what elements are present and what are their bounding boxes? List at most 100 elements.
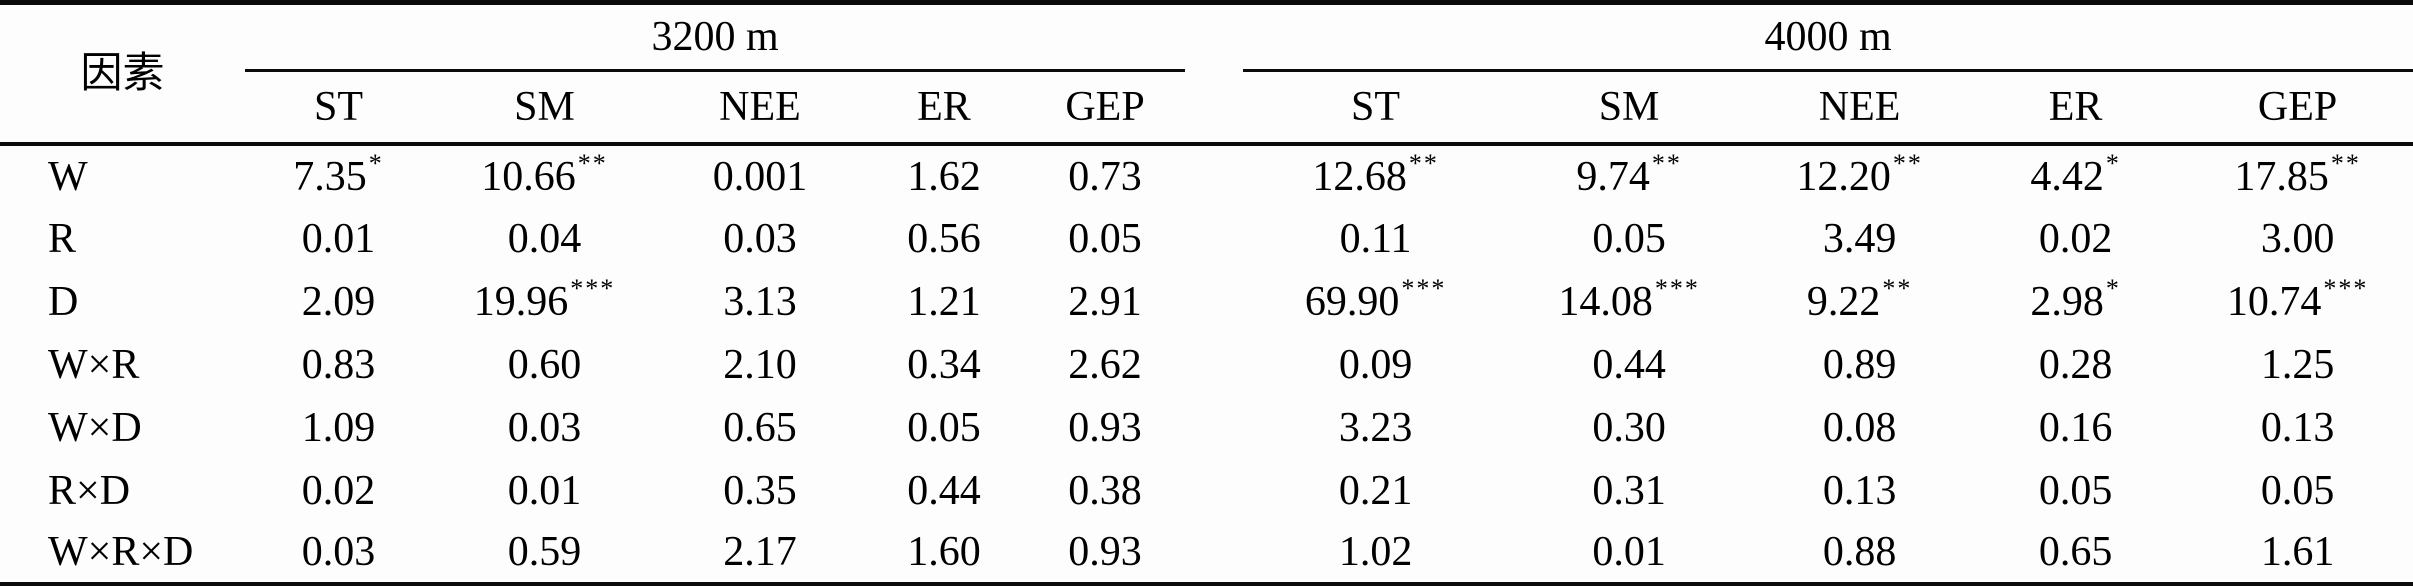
f-value: 1.60 bbox=[907, 529, 981, 575]
value-cell: 0.03 bbox=[432, 396, 657, 459]
f-value: 69.90 bbox=[1304, 278, 1400, 325]
value-cell: 12.68** bbox=[1243, 144, 1508, 207]
significance-marker: ** bbox=[577, 148, 608, 178]
value-cell: 0.56 bbox=[863, 207, 1025, 270]
value-cell: 2.17 bbox=[657, 522, 863, 585]
f-value: 4.42 bbox=[2030, 153, 2104, 200]
f-value: 0.13 bbox=[1822, 467, 1897, 514]
value-cell: 0.04 bbox=[432, 207, 657, 270]
value-cell: 69.90*** bbox=[1243, 270, 1508, 333]
table-row: R 0.01 0.04 0.03 0.56 0.05 0.11 0.05 3.49 0.02 3.0… bbox=[0, 207, 2413, 270]
f-value: 12.20 bbox=[1796, 153, 1891, 200]
f-value: 3.00 bbox=[2260, 215, 2335, 262]
value-cell: 2.09 bbox=[245, 270, 432, 333]
f-value: 0.01 bbox=[507, 467, 582, 514]
factor-label: W×R×D bbox=[48, 529, 194, 575]
value-cell: 0.09 bbox=[1243, 333, 1508, 396]
value-cell: 0.65 bbox=[657, 396, 863, 459]
value-cell: 4.42* bbox=[1969, 144, 2182, 207]
value-cell: 12.20** bbox=[1750, 144, 1969, 207]
column-header-gep-4000: GEP bbox=[2182, 70, 2413, 146]
f-value: 0.31 bbox=[1592, 467, 1666, 514]
value-cell: 0.93 bbox=[1025, 522, 1185, 585]
value-cell: 0.30 bbox=[1508, 396, 1750, 459]
value-cell: 0.11 bbox=[1243, 207, 1508, 270]
value-cell: 9.22** bbox=[1750, 270, 1969, 333]
value-cell: 0.65 bbox=[1969, 522, 2182, 585]
f-value: 0.05 bbox=[1068, 215, 1142, 262]
f-value: 3.23 bbox=[1338, 404, 1413, 451]
f-value: 0.65 bbox=[723, 404, 797, 451]
group-gap bbox=[1185, 522, 1243, 585]
variable-header-row: ST SM NEE ER GEP ST SM NEE ER GEP bbox=[0, 70, 2413, 146]
column-header-er-3200: ER bbox=[863, 70, 1025, 146]
factor-label: W×R bbox=[48, 341, 140, 388]
significance-marker: * bbox=[2105, 273, 2121, 303]
f-value: 0.88 bbox=[1822, 529, 1897, 575]
value-cell: 0.93 bbox=[1025, 396, 1185, 459]
f-value: 0.01 bbox=[301, 215, 376, 262]
table-row: D 2.09 19.96*** 3.13 1.21 2.91 69.90*** 14.08**… bbox=[0, 270, 2413, 333]
f-value: 0.56 bbox=[907, 215, 981, 262]
group-gap bbox=[1185, 3, 1243, 71]
f-value: 9.22 bbox=[1806, 278, 1881, 325]
value-cell: 0.01 bbox=[245, 207, 432, 270]
value-cell: 0.28 bbox=[1969, 333, 2182, 396]
value-cell: 10.66** bbox=[432, 144, 657, 207]
value-cell: 0.01 bbox=[1508, 522, 1750, 585]
value-cell: 0.08 bbox=[1750, 396, 1969, 459]
table-header: 因素 3200 m 4000 m ST SM NEE ER GEP ST SM … bbox=[0, 2, 2413, 146]
f-value: 2.98 bbox=[2030, 278, 2104, 325]
group-header-3200m: 3200 m bbox=[245, 2, 1186, 72]
value-cell: 0.44 bbox=[1508, 333, 1750, 396]
group-gap bbox=[1185, 144, 1243, 207]
factor-column-header: 因素 bbox=[0, 2, 245, 146]
group-gap bbox=[1185, 70, 1244, 146]
f-value: 0.03 bbox=[723, 215, 797, 262]
value-cell: 3.23 bbox=[1243, 396, 1508, 459]
table-body: W 7.35* 10.66** 0.001 1.62 0.73 12.68** 9.74** 1… bbox=[0, 144, 2413, 585]
f-value: 1.02 bbox=[1338, 529, 1413, 575]
f-value: 1.61 bbox=[2260, 529, 2335, 575]
value-cell: 0.21 bbox=[1243, 459, 1508, 522]
value-cell: 2.62 bbox=[1025, 333, 1185, 396]
value-cell: 0.73 bbox=[1025, 144, 1185, 207]
value-cell: 0.13 bbox=[1750, 459, 1969, 522]
column-header-sm-4000: SM bbox=[1508, 70, 1751, 146]
table-row: W×R 0.83 0.60 2.10 0.34 2.62 0.09 0.44 0.89 0.28 1… bbox=[0, 333, 2413, 396]
table-row: W×D 1.09 0.03 0.65 0.05 0.93 3.23 0.30 0.08 0.16 0… bbox=[0, 396, 2413, 459]
value-cell: 0.44 bbox=[863, 459, 1025, 522]
f-value: 12.68 bbox=[1312, 153, 1407, 200]
f-value: 1.21 bbox=[907, 278, 981, 325]
f-value: 0.44 bbox=[1592, 341, 1666, 388]
f-value: 0.16 bbox=[2038, 404, 2113, 451]
value-cell: 3.13 bbox=[657, 270, 863, 333]
f-value: 0.05 bbox=[907, 404, 981, 451]
value-cell: 10.74*** bbox=[2182, 270, 2413, 333]
column-header-sm-3200: SM bbox=[432, 70, 657, 146]
value-cell: 1.60 bbox=[863, 522, 1025, 585]
significance-marker: ** bbox=[1882, 273, 1913, 303]
value-cell: 0.01 bbox=[432, 459, 657, 522]
f-value: 10.74 bbox=[2226, 278, 2322, 325]
value-cell: 0.38 bbox=[1025, 459, 1185, 522]
significance-marker: * bbox=[368, 148, 384, 178]
value-cell: 0.31 bbox=[1508, 459, 1750, 522]
f-value: 19.96 bbox=[473, 278, 569, 325]
value-cell: 3.00 bbox=[2182, 207, 2413, 270]
significance-marker: *** bbox=[1654, 273, 1700, 303]
value-cell: 0.02 bbox=[1969, 207, 2182, 270]
value-cell: 0.05 bbox=[1969, 459, 2182, 522]
value-cell: 2.98* bbox=[1969, 270, 2182, 333]
group-header-4000m: 4000 m bbox=[1243, 2, 2413, 72]
value-cell: 0.83 bbox=[245, 333, 432, 396]
group-gap bbox=[1185, 396, 1243, 459]
significance-marker: ** bbox=[1408, 148, 1439, 178]
value-cell: 0.05 bbox=[1025, 207, 1185, 270]
significance-marker: ** bbox=[1651, 148, 1682, 178]
f-value: 0.05 bbox=[2038, 467, 2113, 514]
significance-marker: *** bbox=[1401, 273, 1447, 303]
f-value: 1.09 bbox=[301, 404, 376, 451]
